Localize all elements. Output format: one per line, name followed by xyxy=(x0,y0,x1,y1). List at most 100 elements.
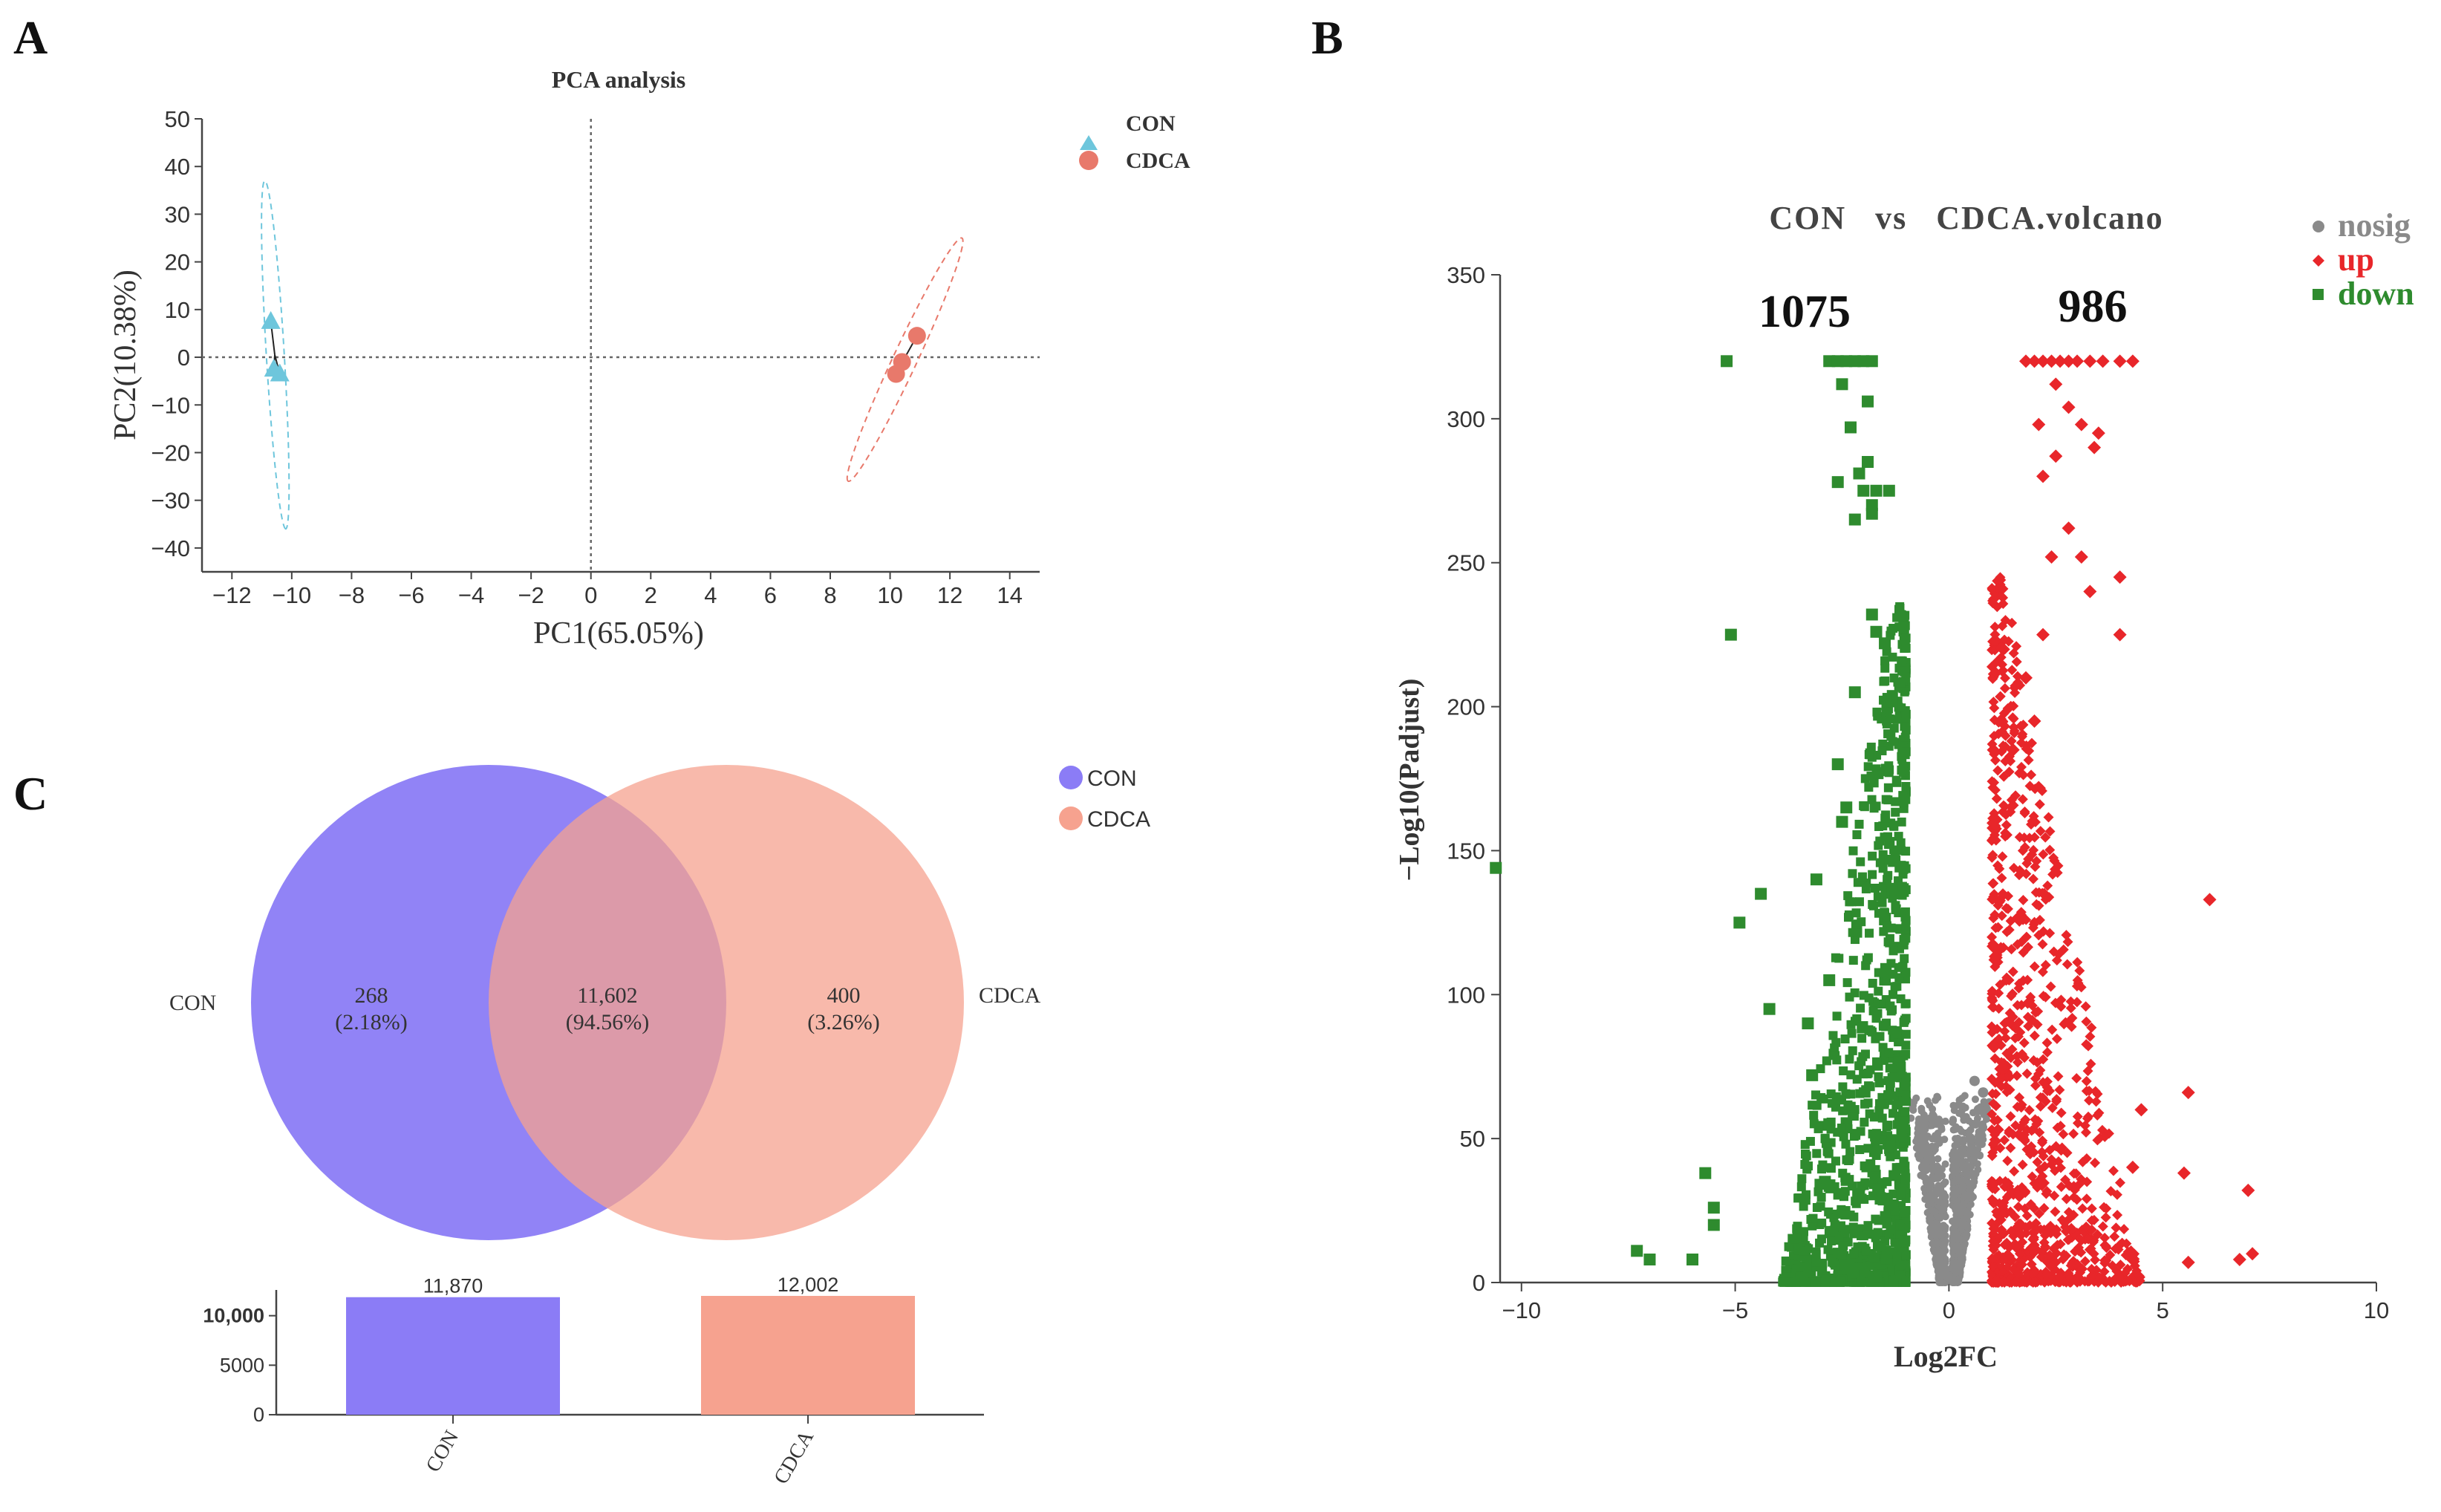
volcano-up-point xyxy=(1989,629,2001,640)
volcano-down-point xyxy=(1882,693,1891,703)
volcano-y-tick-label: 200 xyxy=(1447,694,1485,720)
volcano-title: CON vs CDCA.volcano xyxy=(1769,200,2163,236)
volcano-up-point xyxy=(2006,795,2017,806)
volcano-up-point xyxy=(2090,1157,2101,1168)
volcano-down-point xyxy=(1888,1109,1897,1118)
legend-up-diamond-icon xyxy=(2313,255,2324,267)
volcano-up-point xyxy=(2024,1104,2035,1115)
pca-y-tick-label: −20 xyxy=(151,440,190,466)
volcano-y-tick-label: 0 xyxy=(1473,1270,1485,1296)
volcano-down-point xyxy=(1851,1196,1860,1206)
volcano-up-point xyxy=(2012,1000,2023,1011)
volcano-up-point xyxy=(2013,1057,2024,1068)
venn-legend-con: CON xyxy=(1087,766,1137,791)
volcano-up-point xyxy=(2038,849,2049,860)
volcano-nosig-outlier xyxy=(1917,1118,1929,1130)
volcano-up-point xyxy=(2027,873,2038,884)
volcano-y-tick-label: 300 xyxy=(1447,406,1485,432)
volcano-up-point xyxy=(2020,1186,2031,1197)
volcano-up-point xyxy=(2010,1211,2021,1222)
volcano-down-point xyxy=(1876,1242,1886,1252)
volcano-up-point xyxy=(2090,1086,2101,1097)
volcano-nosig-point xyxy=(1973,1115,1981,1123)
volcano-nosig-point xyxy=(1959,1183,1967,1191)
volcano-up-point xyxy=(2010,687,2021,698)
volcano-up-point xyxy=(2081,1193,2092,1205)
volcano-up-point xyxy=(2099,1255,2111,1266)
volcano-legend-up: up xyxy=(2338,241,2374,278)
volcano-down-point xyxy=(1883,965,1892,974)
volcano-down-outlier xyxy=(1707,1202,1720,1214)
volcano-up-point xyxy=(2072,957,2083,968)
volcano-down-point xyxy=(1901,916,1911,925)
volcano-nosig-point xyxy=(1929,1105,1937,1113)
volcano-down-point xyxy=(1781,1257,1790,1266)
volcano-nosig-outlier xyxy=(1943,1271,1955,1283)
volcano-up-outlier xyxy=(2125,1160,2139,1174)
volcano-nosig-point xyxy=(1929,1208,1938,1216)
volcano-nosig-point xyxy=(1954,1135,1962,1143)
volcano-down-point xyxy=(1888,946,1898,956)
volcano-up-point xyxy=(2011,656,2022,668)
volcano-nosig-outlier xyxy=(1961,1161,1972,1173)
volcano-up-outlier xyxy=(2044,550,2059,564)
volcano-up-point xyxy=(2002,703,2013,714)
volcano-up-point xyxy=(2058,1129,2069,1140)
volcano-down-outlier xyxy=(1810,873,1822,886)
volcano-up-point xyxy=(2099,1232,2111,1243)
volcano-up-point xyxy=(2010,1120,2021,1131)
volcano-up-point xyxy=(2064,1180,2075,1191)
volcano-up-point xyxy=(1992,1023,2003,1034)
volcano-down-outlier xyxy=(1879,637,1891,650)
volcano-down-point xyxy=(1901,1040,1911,1050)
volcano-down-point xyxy=(1888,652,1897,662)
volcano-up-point xyxy=(2007,665,2018,676)
volcano-up-point xyxy=(2081,1075,2092,1086)
volcano-up-point xyxy=(2099,1131,2111,1142)
volcano-up-point xyxy=(2012,1101,2023,1112)
volcano-down-point xyxy=(1897,890,1907,900)
volcano-down-point xyxy=(1805,1254,1814,1264)
volcano-up-point xyxy=(1988,832,1999,844)
volcano-up-point xyxy=(2029,1267,2040,1278)
volcano-up-point xyxy=(2030,1114,2041,1125)
volcano-up-outlier xyxy=(2062,521,2076,535)
panel-label-c: C xyxy=(13,767,48,820)
volcano-down-point xyxy=(1875,836,1885,846)
volcano-down-point xyxy=(1864,749,1874,759)
volcano-nosig-point xyxy=(1961,1104,1969,1112)
volcano-down-point xyxy=(1842,978,1852,988)
volcano-up-point xyxy=(1988,1138,1999,1149)
volcano-nosig-point xyxy=(1978,1130,1986,1138)
volcano-up-outlier xyxy=(2088,440,2102,454)
venn-diagram: CON CDCA 268 (2.18%) 11,602 (94.56%) 400… xyxy=(169,765,1150,1240)
volcano-down-outlier xyxy=(1643,1253,1656,1265)
volcano-down-point xyxy=(1823,1245,1833,1254)
volcano-down-point xyxy=(1857,872,1867,882)
volcano-down-point xyxy=(1871,801,1881,811)
volcano-up-point xyxy=(2005,801,2016,812)
volcano-down-point xyxy=(1892,1256,1902,1265)
volcano-up-point xyxy=(2016,731,2027,742)
volcano-down-outlier xyxy=(1823,1118,1836,1130)
volcano-up-point xyxy=(1999,1135,2010,1146)
volcano-down-point xyxy=(1844,913,1854,922)
volcano-up-point xyxy=(2077,1156,2088,1167)
volcano-up-point xyxy=(2028,919,2039,930)
volcano-down-point xyxy=(1871,1171,1880,1181)
volcano-up-point xyxy=(2121,1238,2132,1249)
volcano-nosig-point xyxy=(1958,1258,1966,1266)
volcano-down-point xyxy=(1877,898,1887,907)
volcano-down-point xyxy=(1899,1235,1909,1245)
volcano-down-point xyxy=(1821,1274,1831,1284)
volcano-down-point xyxy=(1812,1101,1822,1110)
venn-overlap-value: 11,602 xyxy=(577,983,637,1008)
venn-overlap-pct: (94.56%) xyxy=(566,1010,649,1034)
volcano-up-point xyxy=(2011,1276,2022,1287)
volcano-up-point xyxy=(2115,1271,2126,1283)
volcano-up-point xyxy=(2058,944,2069,955)
volcano-down-point xyxy=(1802,1246,1811,1256)
volcano-up-point xyxy=(1990,821,2001,832)
volcano-nosig-point xyxy=(1965,1184,1973,1193)
volcano-up-outlier xyxy=(2036,354,2050,368)
